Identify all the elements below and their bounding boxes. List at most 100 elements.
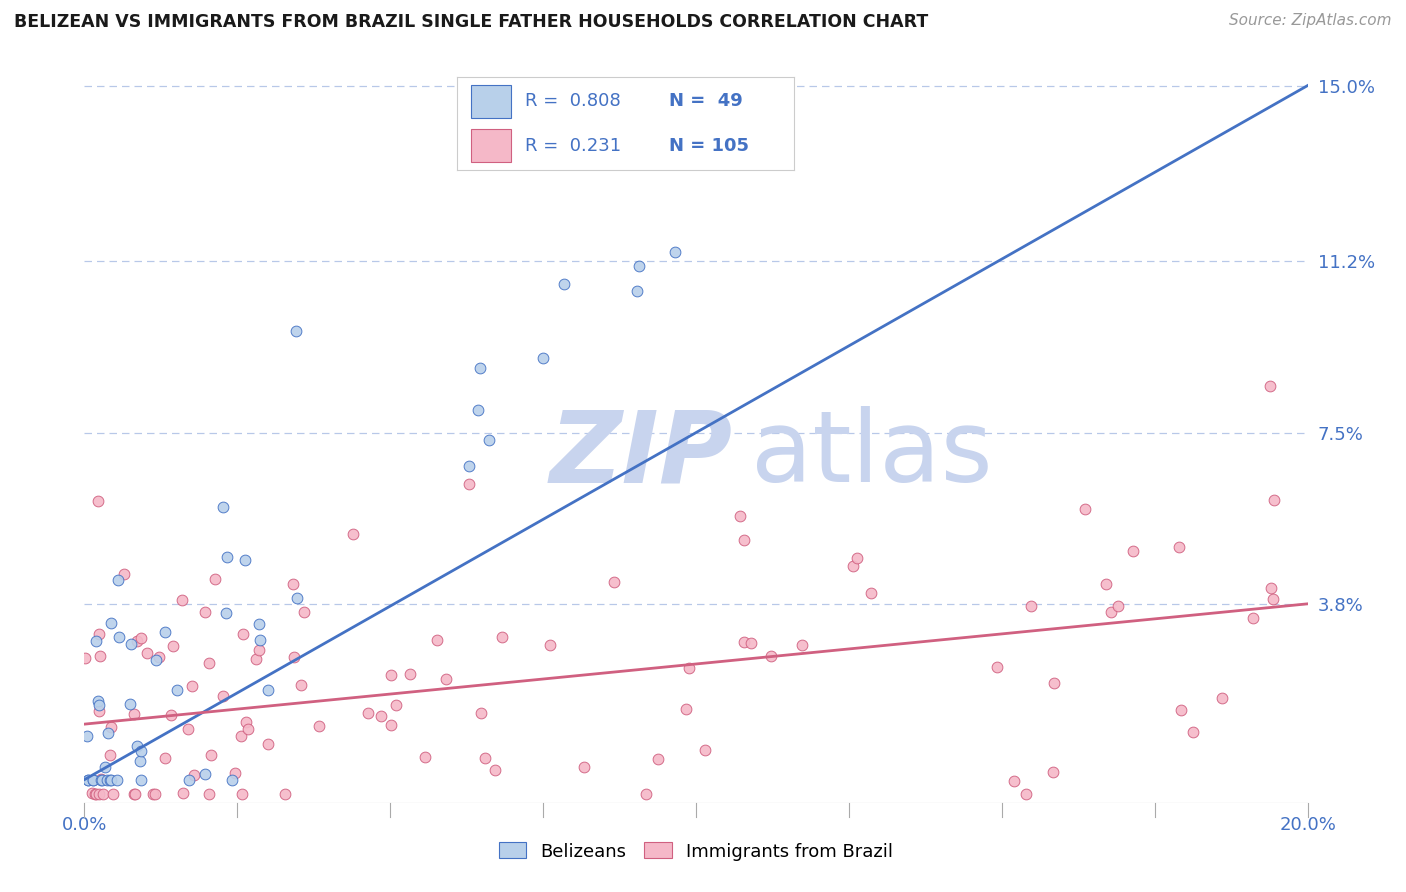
Point bbox=[100, 772, 122, 787]
Point bbox=[76, 772, 98, 787]
Point bbox=[1211, 690, 1233, 705]
Point bbox=[166, 683, 188, 698]
Point bbox=[458, 476, 481, 491]
Point bbox=[142, 787, 165, 801]
Point bbox=[257, 737, 280, 751]
Point bbox=[75, 650, 97, 665]
Point bbox=[284, 324, 307, 338]
Point bbox=[120, 637, 142, 651]
Point bbox=[100, 720, 122, 734]
Point bbox=[105, 772, 128, 787]
Point bbox=[728, 508, 751, 523]
Point bbox=[308, 719, 330, 733]
Point bbox=[125, 634, 148, 648]
Point bbox=[128, 754, 150, 768]
Point bbox=[733, 533, 755, 548]
Legend: Belizeans, Immigrants from Brazil: Belizeans, Immigrants from Brazil bbox=[492, 835, 900, 868]
Point bbox=[467, 403, 489, 417]
Point bbox=[468, 360, 491, 375]
Point bbox=[1043, 676, 1066, 690]
Point bbox=[112, 567, 135, 582]
Point bbox=[129, 631, 152, 645]
Point bbox=[162, 639, 184, 653]
Point bbox=[172, 786, 194, 800]
Point bbox=[740, 636, 762, 650]
Point bbox=[90, 772, 112, 787]
Point bbox=[1243, 610, 1265, 624]
Point bbox=[283, 650, 305, 665]
Point bbox=[124, 706, 146, 721]
Point bbox=[1258, 379, 1281, 393]
Point bbox=[733, 635, 755, 649]
Point bbox=[143, 787, 166, 801]
Point bbox=[1122, 544, 1144, 558]
Point bbox=[678, 660, 700, 674]
Point bbox=[664, 244, 686, 259]
Point bbox=[283, 577, 305, 591]
Point bbox=[1182, 725, 1205, 739]
Point bbox=[136, 646, 159, 660]
Point bbox=[217, 550, 239, 565]
Point bbox=[87, 694, 110, 708]
Text: BELIZEAN VS IMMIGRANTS FROM BRAZIL SINGLE FATHER HOUSEHOLDS CORRELATION CHART: BELIZEAN VS IMMIGRANTS FROM BRAZIL SINGL… bbox=[14, 13, 928, 31]
Point bbox=[94, 760, 117, 774]
Text: atlas: atlas bbox=[751, 407, 993, 503]
Point bbox=[572, 760, 595, 774]
Point bbox=[1101, 605, 1123, 619]
Point bbox=[426, 633, 449, 648]
Point bbox=[384, 698, 406, 712]
Point bbox=[232, 627, 254, 641]
Point bbox=[145, 653, 167, 667]
Point bbox=[1073, 502, 1095, 516]
Point bbox=[224, 766, 246, 780]
Point bbox=[491, 630, 513, 644]
Point bbox=[87, 493, 110, 508]
Point bbox=[107, 630, 129, 644]
Point bbox=[1168, 540, 1191, 554]
Point bbox=[82, 772, 104, 787]
Point bbox=[84, 787, 107, 801]
Point bbox=[413, 750, 436, 764]
Point bbox=[1263, 493, 1285, 508]
Point bbox=[484, 764, 506, 778]
Point bbox=[399, 667, 422, 681]
Point bbox=[183, 768, 205, 782]
Point bbox=[204, 573, 226, 587]
Point bbox=[198, 787, 221, 801]
Point bbox=[235, 715, 257, 730]
Point bbox=[1095, 577, 1118, 591]
Point bbox=[370, 709, 392, 723]
Point bbox=[82, 772, 104, 787]
Point bbox=[290, 678, 312, 692]
Point bbox=[553, 277, 575, 291]
Point bbox=[153, 625, 176, 640]
Point bbox=[675, 702, 697, 716]
Point bbox=[759, 648, 782, 663]
Point bbox=[212, 500, 235, 514]
Point bbox=[87, 787, 110, 801]
Point bbox=[125, 739, 148, 753]
Point bbox=[790, 638, 813, 652]
Point bbox=[249, 632, 271, 647]
Point bbox=[179, 772, 201, 787]
Point bbox=[153, 751, 176, 765]
Point bbox=[87, 698, 110, 712]
Point bbox=[841, 559, 863, 574]
Point bbox=[96, 772, 118, 787]
Point bbox=[77, 772, 100, 787]
Point bbox=[124, 787, 146, 801]
Point bbox=[87, 627, 110, 641]
Point bbox=[160, 708, 183, 723]
Text: Source: ZipAtlas.com: Source: ZipAtlas.com bbox=[1229, 13, 1392, 29]
Point bbox=[626, 284, 648, 298]
Point bbox=[76, 730, 98, 744]
Point bbox=[380, 668, 402, 682]
Point bbox=[129, 744, 152, 758]
Point bbox=[200, 747, 222, 762]
Point bbox=[603, 574, 626, 589]
Point bbox=[221, 772, 243, 787]
Point bbox=[693, 743, 716, 757]
Point bbox=[229, 729, 252, 743]
Point bbox=[256, 683, 278, 698]
Point bbox=[124, 787, 146, 801]
